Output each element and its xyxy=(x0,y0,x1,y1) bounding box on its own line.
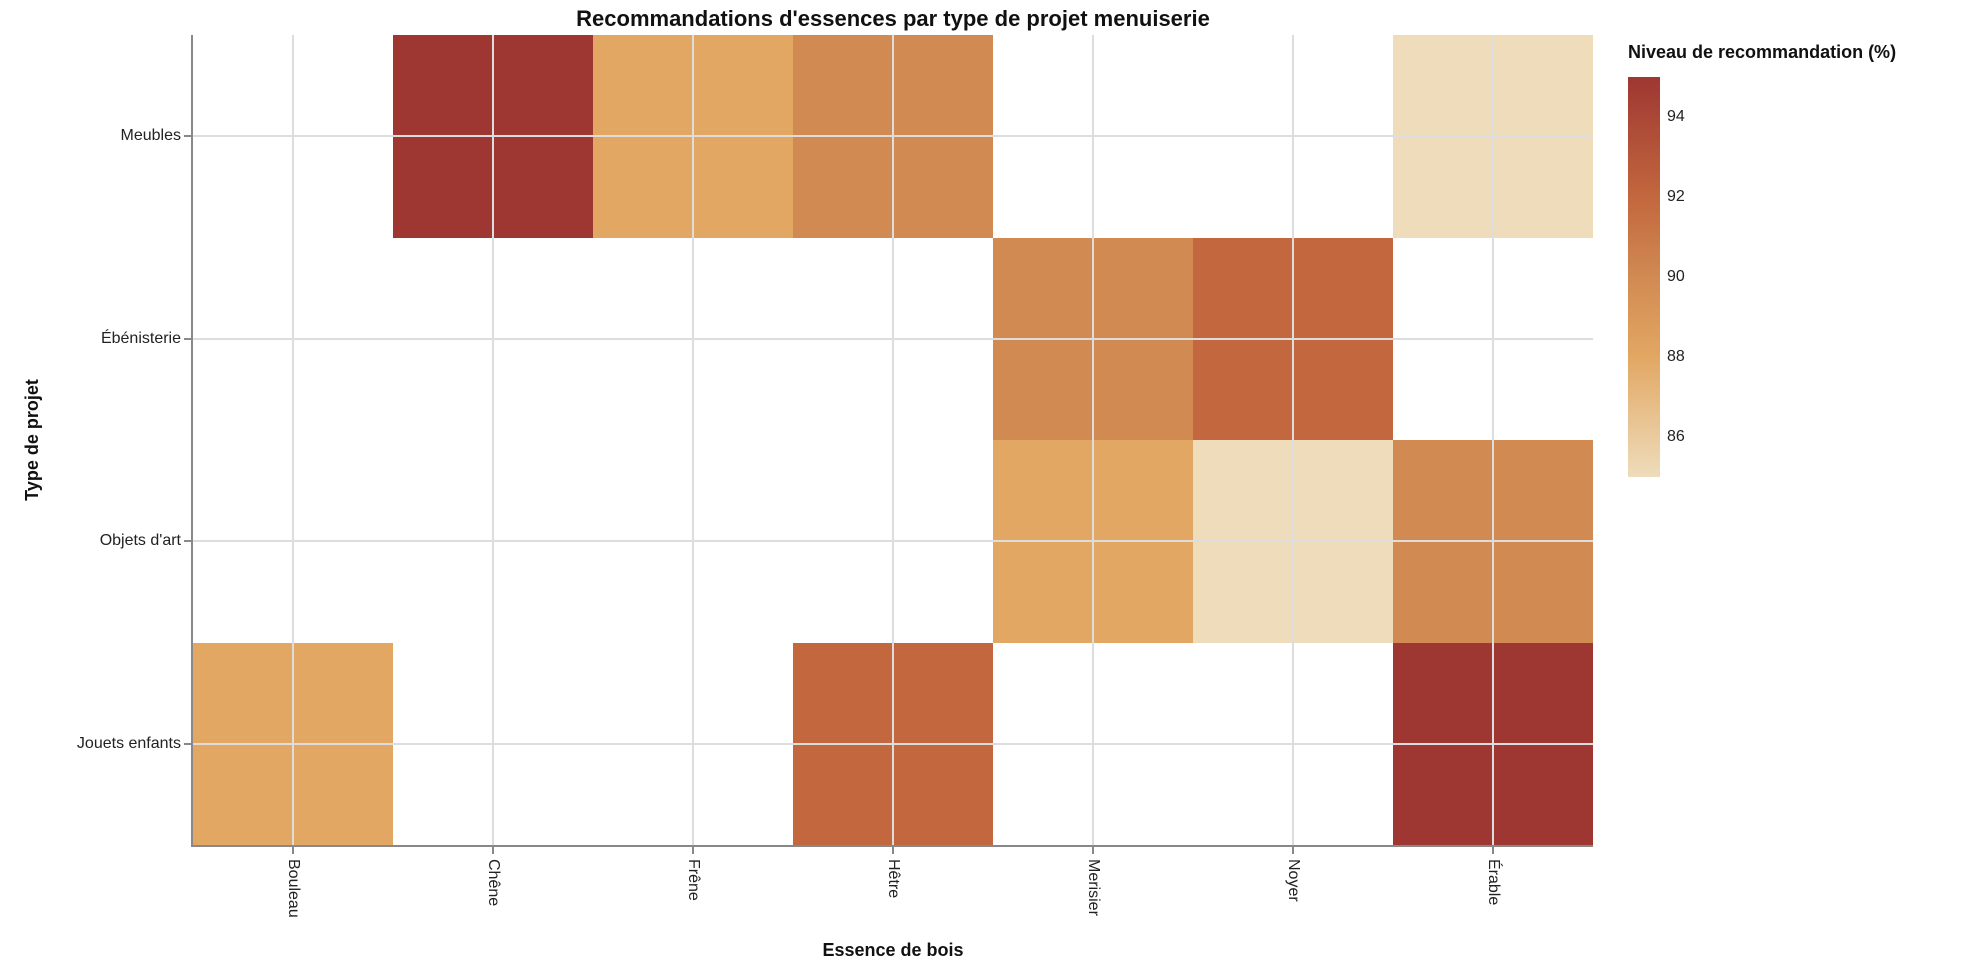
gridline-vertical xyxy=(892,35,894,845)
y-axis-tick xyxy=(184,742,191,745)
x-axis-label: Érable xyxy=(1485,859,1502,906)
x-axis-label: Noyer xyxy=(1285,859,1302,902)
gridline-vertical xyxy=(1292,35,1294,845)
y-axis-label: Jouets enfants xyxy=(76,734,181,752)
plot-area xyxy=(193,35,1593,845)
x-axis-title: Essence de bois xyxy=(822,940,964,960)
gridline-vertical xyxy=(1492,35,1494,845)
x-axis-label: Bouleau xyxy=(285,859,302,918)
x-axis-tick xyxy=(1492,847,1494,854)
x-axis-tick xyxy=(1292,847,1294,854)
legend-tick-label: 92 xyxy=(1667,188,1685,205)
chart-title: Recommandations d'essences par type de p… xyxy=(576,6,1210,31)
y-axis-tick xyxy=(184,540,191,543)
legend-tick-label: 86 xyxy=(1667,428,1685,445)
gridline-vertical xyxy=(692,35,694,845)
y-axis-tick xyxy=(184,135,191,138)
gridline-horizontal xyxy=(193,540,1593,543)
x-axis-label: Chêne xyxy=(485,859,502,907)
gridline-horizontal xyxy=(193,742,1593,745)
gridline-horizontal xyxy=(193,337,1593,340)
x-axis-tick xyxy=(492,847,494,854)
y-axis-domain-line xyxy=(191,35,193,847)
legend-tick-label: 94 xyxy=(1667,108,1685,125)
legend-gradient-bar xyxy=(1628,77,1660,477)
gridline-horizontal xyxy=(193,135,1593,138)
legend-tick-label: 90 xyxy=(1667,268,1685,285)
y-axis-tick xyxy=(184,337,191,340)
x-axis-tick xyxy=(292,847,294,854)
x-axis-label: Merisier xyxy=(1085,859,1102,916)
y-axis-label: Meubles xyxy=(120,127,181,145)
x-axis-label: Frêne xyxy=(685,859,702,901)
x-axis-label: Hêtre xyxy=(885,859,902,899)
y-axis-label: Ébénisterie xyxy=(100,329,181,347)
legend-tick-label: 88 xyxy=(1667,348,1685,365)
y-axis-label: Objets d'art xyxy=(99,532,181,550)
x-axis-tick xyxy=(892,847,894,854)
gridline-vertical xyxy=(1092,35,1094,845)
gridline-vertical xyxy=(292,35,294,845)
x-axis-tick xyxy=(1092,847,1094,854)
y-axis-title: Type de projet xyxy=(22,379,42,501)
x-axis-tick xyxy=(692,847,694,854)
x-axis-domain-line xyxy=(191,845,1593,847)
legend-title: Niveau de recommandation (%) xyxy=(1628,42,1897,62)
gridline-vertical xyxy=(492,35,494,845)
